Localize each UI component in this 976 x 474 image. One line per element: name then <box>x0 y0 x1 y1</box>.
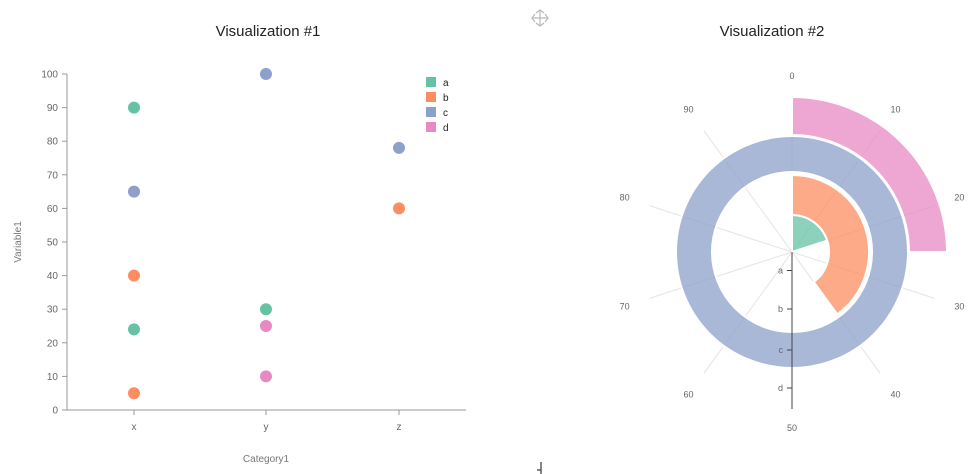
x-tick-label: y <box>264 422 269 433</box>
viz1-axes: 0 10 20 30 40 50 60 70 80 90 100 x y z <box>41 70 466 433</box>
y-tick-label: 10 <box>47 372 59 383</box>
y-tick-label: 20 <box>47 338 59 349</box>
radial-bar-b[interactable] <box>791 173 870 316</box>
scatter-point-b[interactable] <box>128 387 140 400</box>
viz1-title: Visualization #1 <box>216 23 321 40</box>
viz2-radial-axis: a b c d <box>778 252 793 409</box>
legend-swatch-d <box>426 122 436 132</box>
viz2-bars <box>675 95 949 370</box>
legend-swatch-c <box>426 107 436 117</box>
angular-tick-label: 80 <box>620 193 630 203</box>
legend-label-b: b <box>443 93 449 104</box>
scatter-point-b[interactable] <box>128 269 140 282</box>
y-tick-label: 90 <box>47 103 59 114</box>
scatter-point-a[interactable] <box>128 323 140 336</box>
angular-gridline <box>649 251 793 299</box>
x-tick-label: z <box>397 422 402 433</box>
radial-tick-label: a <box>778 266 783 276</box>
angular-tick-label: 70 <box>620 301 630 311</box>
y-tick-label: 30 <box>47 305 59 316</box>
visualization-2: Visualization #2 0 10 20 30 40 50 60 70 80 90 a b c… <box>620 23 965 433</box>
y-tick-label: 0 <box>52 406 58 417</box>
angular-tick-label: 50 <box>787 423 797 433</box>
scatter-point-a[interactable] <box>260 303 272 316</box>
angular-tick-label: 10 <box>890 105 900 115</box>
x-tick-label: x <box>132 422 137 433</box>
y-tick-label: 80 <box>47 137 59 148</box>
angular-tick-label: 30 <box>954 301 964 311</box>
radial-tick-label: d <box>778 383 783 393</box>
visualization-1: Visualization #1 0 10 20 30 40 50 60 70 80 90 100 x… <box>13 23 466 465</box>
angular-gridline <box>703 130 793 253</box>
scatter-point-c[interactable] <box>393 141 405 154</box>
scatter-point-c[interactable] <box>128 185 140 198</box>
y-tick-label: 50 <box>47 238 59 249</box>
scatter-point-d[interactable] <box>260 370 272 383</box>
scatter-point-b[interactable] <box>393 202 405 215</box>
angular-gridline <box>703 251 793 374</box>
legend-label-c: c <box>443 108 448 119</box>
angular-gridline <box>649 205 793 253</box>
angular-tick-label: 90 <box>684 105 694 115</box>
angular-tick-label: 60 <box>684 389 694 399</box>
scatter-point-a[interactable] <box>128 101 140 114</box>
y-tick-label: 60 <box>47 204 59 215</box>
radial-tick-label: b <box>778 304 783 314</box>
viz2-title: Visualization #2 <box>720 23 825 40</box>
angular-tick-label: 40 <box>890 389 900 399</box>
scatter-point-c[interactable] <box>260 68 272 80</box>
viz1-points <box>128 68 405 400</box>
y-tick-label: 40 <box>47 271 59 282</box>
radial-tick-label: c <box>779 345 784 355</box>
legend-label-a: a <box>443 78 449 89</box>
viz1-y-axis-label: Variable1 <box>13 221 24 263</box>
legend-swatch-b <box>426 92 436 102</box>
legend-label-d: d <box>443 123 449 134</box>
scatter-point-d[interactable] <box>260 320 272 332</box>
resize-handle-icon[interactable] <box>537 462 542 474</box>
angular-tick-label: 20 <box>954 193 964 203</box>
radial-bar-d[interactable] <box>791 95 949 253</box>
y-tick-label: 100 <box>41 70 58 81</box>
angular-tick-label: 0 <box>789 71 794 81</box>
move-arrows-icon[interactable] <box>531 9 549 27</box>
legend-swatch-a <box>426 77 436 87</box>
viz1-x-axis-label: Category1 <box>243 454 290 465</box>
y-tick-label: 70 <box>47 170 59 181</box>
